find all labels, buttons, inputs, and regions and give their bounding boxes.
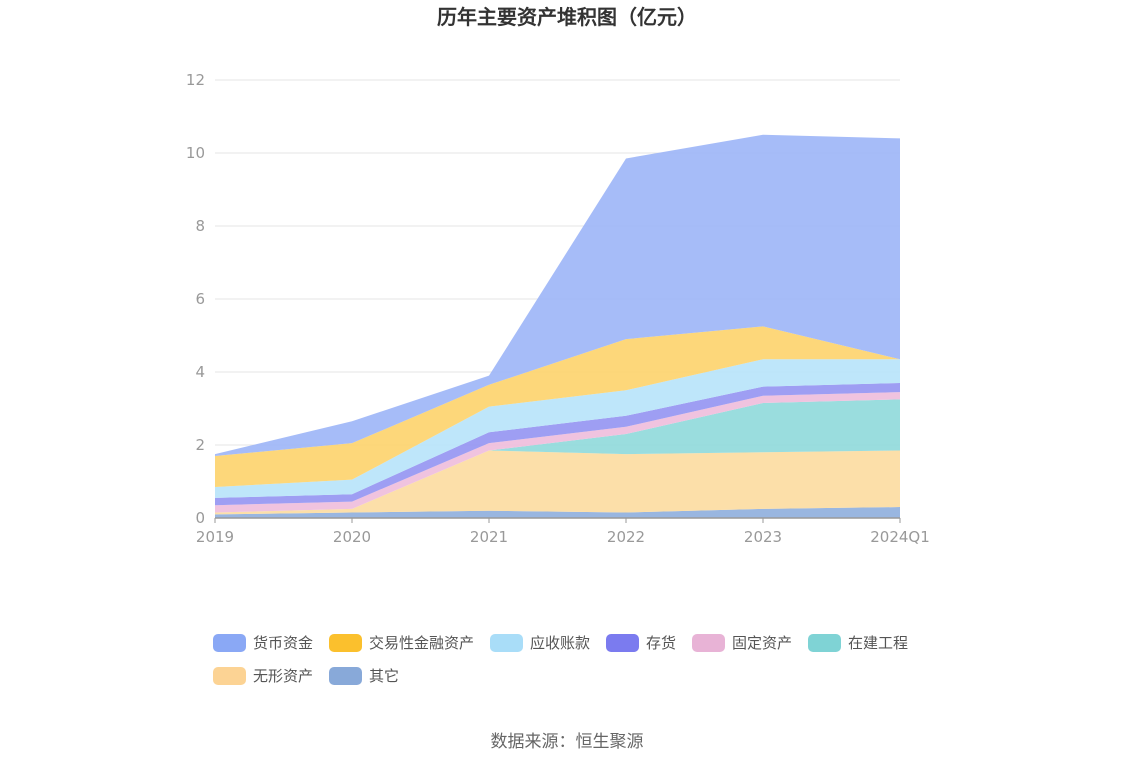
legend-swatch	[490, 634, 523, 652]
area-series-7[interactable]	[215, 134, 900, 456]
legend-swatch	[606, 634, 639, 652]
y-tick-label: 0	[195, 509, 205, 527]
legend-label: 固定资产	[732, 634, 792, 652]
area-series-2[interactable]	[215, 399, 900, 513]
area-series	[215, 134, 900, 518]
legend-item[interactable]: 在建工程	[808, 634, 908, 652]
legend-label: 在建工程	[848, 634, 908, 652]
legend-label: 存货	[646, 634, 676, 652]
area-series-5[interactable]	[215, 359, 900, 498]
y-tick-label: 8	[195, 217, 205, 235]
x-tick-label: 2019	[196, 528, 234, 546]
legend-label: 应收账款	[530, 634, 590, 652]
legend-swatch	[213, 634, 246, 652]
area-series-1[interactable]	[215, 450, 900, 515]
legend-item[interactable]: 固定资产	[692, 634, 792, 652]
chart-title: 历年主要资产堆积图（亿元）	[437, 5, 697, 29]
legend-label: 交易性金融资产	[369, 634, 474, 652]
x-tick-label: 2024Q1	[870, 528, 930, 546]
legend-item[interactable]: 其它	[329, 667, 399, 685]
y-tick-label: 6	[195, 290, 205, 308]
y-tick-label: 10	[186, 144, 205, 162]
legend-item[interactable]: 应收账款	[490, 634, 590, 652]
legend-swatch	[329, 634, 362, 652]
x-tick-label: 2021	[470, 528, 508, 546]
x-tick-label: 2023	[744, 528, 782, 546]
legend-item[interactable]: 无形资产	[213, 667, 313, 685]
legend-label: 无形资产	[253, 667, 313, 685]
area-series-6[interactable]	[215, 326, 900, 487]
x-tick-label: 2020	[333, 528, 371, 546]
legend-swatch	[692, 634, 725, 652]
legend-item[interactable]: 货币资金	[213, 634, 313, 652]
x-tick-label: 2022	[607, 528, 645, 546]
area-series-0[interactable]	[215, 507, 900, 518]
y-tick-label: 4	[195, 363, 205, 381]
legend-swatch	[213, 667, 246, 685]
y-tick-label: 2	[195, 436, 205, 454]
axes: 0 2 4 6 8 10 12 2019 2020 2021 2022 2023 2024Q1	[186, 71, 930, 546]
legend-swatch	[329, 667, 362, 685]
legend-item[interactable]: 交易性金融资产	[329, 634, 474, 652]
data-source-note: 数据来源：恒生聚源	[491, 732, 644, 752]
legend-label: 其它	[369, 667, 399, 685]
legend-label: 货币资金	[253, 634, 313, 652]
y-tick-label: 12	[186, 71, 205, 89]
legend-swatch	[808, 634, 841, 652]
legend-item[interactable]: 存货	[606, 634, 676, 652]
